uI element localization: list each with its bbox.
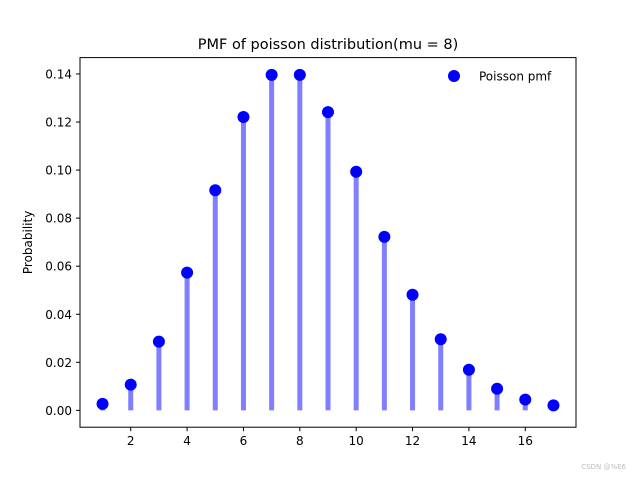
pmf-point (265, 68, 278, 81)
pmf-point (322, 106, 334, 119)
y-axis: 0.00 0.02 0.04 0.06 0.08 0.10 0.12 0.14 (45, 67, 80, 418)
pmf-point (124, 378, 137, 391)
y-tick-label: 0.00 (45, 404, 72, 418)
legend: Poisson pmf (448, 70, 552, 84)
y-tick-label: 0.08 (45, 212, 72, 226)
y-tick-label: 0.12 (45, 116, 72, 130)
pmf-point (462, 363, 475, 376)
watermark: CSDN @%E6 (581, 463, 626, 471)
x-tick-label: 10 (349, 434, 364, 448)
x-tick-label: 8 (296, 434, 304, 448)
pmf-point (181, 266, 194, 279)
pmf-point (547, 399, 560, 412)
y-tick-label: 0.04 (45, 308, 72, 322)
legend-marker (448, 70, 460, 82)
y-tick-label: 0.14 (45, 67, 72, 81)
pmf-point (491, 382, 504, 395)
x-axis: 2 4 6 8 10 12 14 16 (127, 427, 533, 448)
pmf-point (293, 68, 306, 81)
pmf-point (209, 184, 222, 197)
stems-layer (100, 74, 556, 411)
x-tick-label: 16 (518, 434, 533, 448)
points-layer (96, 68, 560, 412)
pmf-point (378, 230, 391, 243)
pmf-point (406, 288, 419, 301)
pmf-point (350, 165, 363, 178)
y-tick-label: 0.06 (45, 260, 72, 274)
legend-label: Poisson pmf (479, 70, 552, 84)
plot-area-frame (79, 57, 577, 428)
x-tick-label: 6 (240, 434, 248, 448)
pmf-point (152, 335, 165, 348)
pmf-point (237, 110, 250, 123)
x-tick-label: 12 (405, 434, 420, 448)
pmf-point (519, 393, 532, 406)
chart-title: PMF of poisson distribution(mu = 8) (198, 37, 459, 53)
pmf-point (96, 397, 109, 410)
x-tick-label: 2 (127, 434, 135, 448)
y-axis-label: Probability (21, 211, 35, 274)
x-tick-label: 14 (461, 434, 476, 448)
y-tick-label: 0.10 (45, 164, 72, 178)
y-tick-label: 0.02 (45, 356, 72, 370)
x-tick-label: 4 (183, 434, 191, 448)
pmf-point (434, 333, 447, 346)
